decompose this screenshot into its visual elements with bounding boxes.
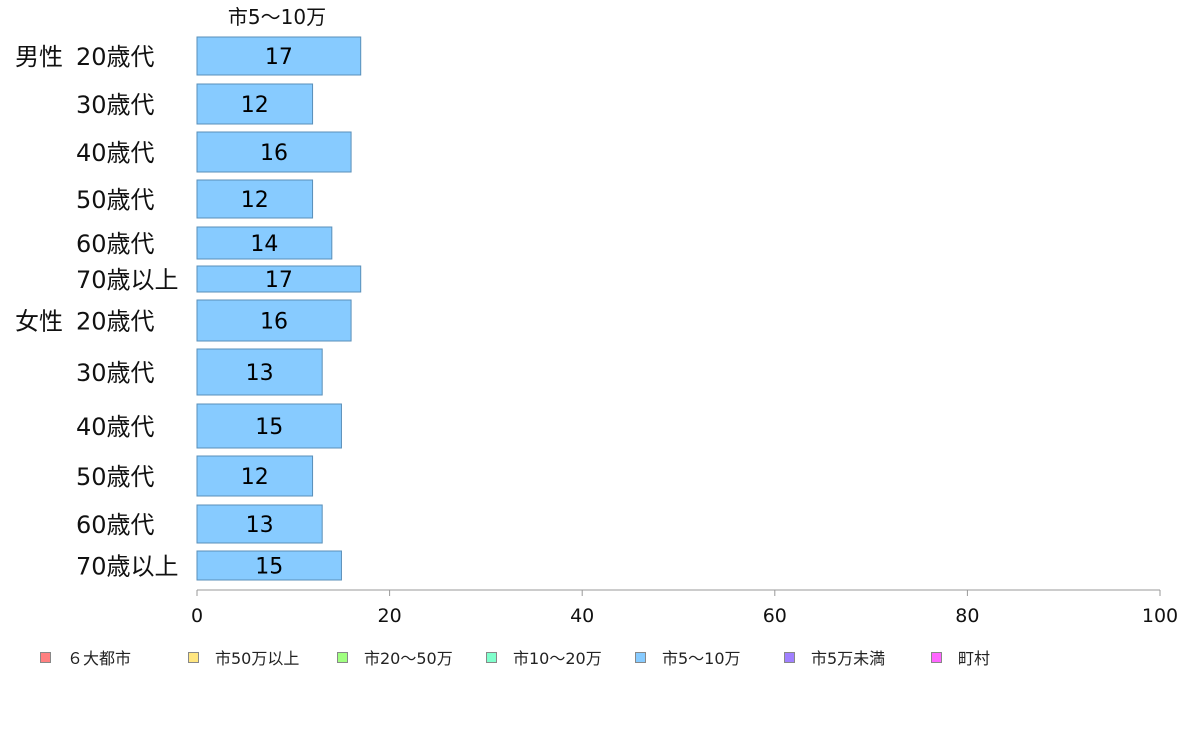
data-label: 13	[246, 513, 274, 538]
bar	[196, 504, 323, 544]
legend-item: 市10〜20万	[486, 645, 602, 669]
legend-item: ６大都市	[40, 645, 131, 669]
legend-swatch	[40, 651, 51, 663]
category-label: 30歳代	[76, 91, 155, 119]
x-tick-label: 60	[763, 605, 787, 627]
legend-swatch	[635, 651, 646, 663]
x-tick-label: 100	[1142, 605, 1178, 627]
legend-swatch	[188, 651, 199, 663]
category-label: 40歳代	[76, 413, 155, 441]
category-label: 70歳以上	[76, 266, 179, 294]
data-label: 16	[260, 141, 288, 166]
bar	[196, 265, 362, 293]
legend-label: 町村	[958, 649, 991, 668]
data-label: 17	[265, 45, 293, 70]
bar	[196, 550, 342, 581]
group-label: 女性	[15, 308, 63, 336]
bar	[196, 83, 314, 125]
legend-label: 市20〜50万	[364, 649, 453, 668]
category-label: 60歳代	[76, 511, 155, 539]
data-label: 12	[241, 93, 269, 118]
bar	[196, 36, 362, 76]
data-label: 12	[241, 465, 269, 490]
category-label: 50歳代	[76, 463, 155, 491]
data-label: 15	[255, 415, 283, 440]
bar	[196, 348, 323, 396]
legend-label: ６大都市	[67, 649, 132, 668]
legend-label: 市5万未満	[811, 649, 886, 668]
legend-item: 市5〜10万	[635, 645, 741, 669]
data-label: 14	[250, 232, 278, 257]
bar	[196, 299, 352, 342]
legend-swatch	[784, 651, 795, 663]
x-tick-label: 20	[378, 605, 402, 627]
category-label: 30歳代	[76, 359, 155, 387]
legend-swatch	[337, 651, 348, 663]
legend-swatch	[486, 651, 497, 663]
category-label: 50歳代	[76, 186, 155, 214]
category-label: 20歳代	[76, 308, 155, 336]
x-tick-label: 0	[191, 605, 203, 627]
category-label: 60歳代	[76, 230, 155, 258]
bar	[196, 403, 342, 449]
category-label: 70歳以上	[76, 553, 179, 581]
legend-label: 市5〜10万	[662, 649, 741, 668]
category-label: 20歳代	[76, 43, 155, 71]
bar	[196, 131, 352, 173]
data-label: 12	[241, 188, 269, 213]
data-label: 17	[265, 268, 293, 293]
legend-label: 市50万以上	[215, 649, 300, 668]
x-tick-label: 40	[570, 605, 594, 627]
legend-label: 市10〜20万	[513, 649, 602, 668]
chart-title: 市5〜10万	[228, 5, 326, 29]
data-label: 15	[255, 555, 283, 580]
bar	[196, 226, 333, 260]
bar	[196, 455, 314, 497]
data-label: 16	[260, 310, 288, 335]
bar	[196, 179, 314, 219]
x-tick-label: 80	[955, 605, 979, 627]
legend-item: 町村	[931, 645, 990, 669]
legend-item: 市50万以上	[188, 645, 299, 669]
data-label: 13	[246, 361, 274, 386]
legend: ６大都市 市50万以上 市20〜50万 市10〜20万 市5〜10万 市5万未満 町村	[0, 645, 1188, 669]
legend-item: 市5万未満	[784, 645, 885, 669]
legend-item: 市20〜50万	[337, 645, 453, 669]
category-label: 40歳代	[76, 139, 155, 167]
group-label: 男性	[15, 43, 63, 71]
legend-swatch	[931, 651, 942, 663]
